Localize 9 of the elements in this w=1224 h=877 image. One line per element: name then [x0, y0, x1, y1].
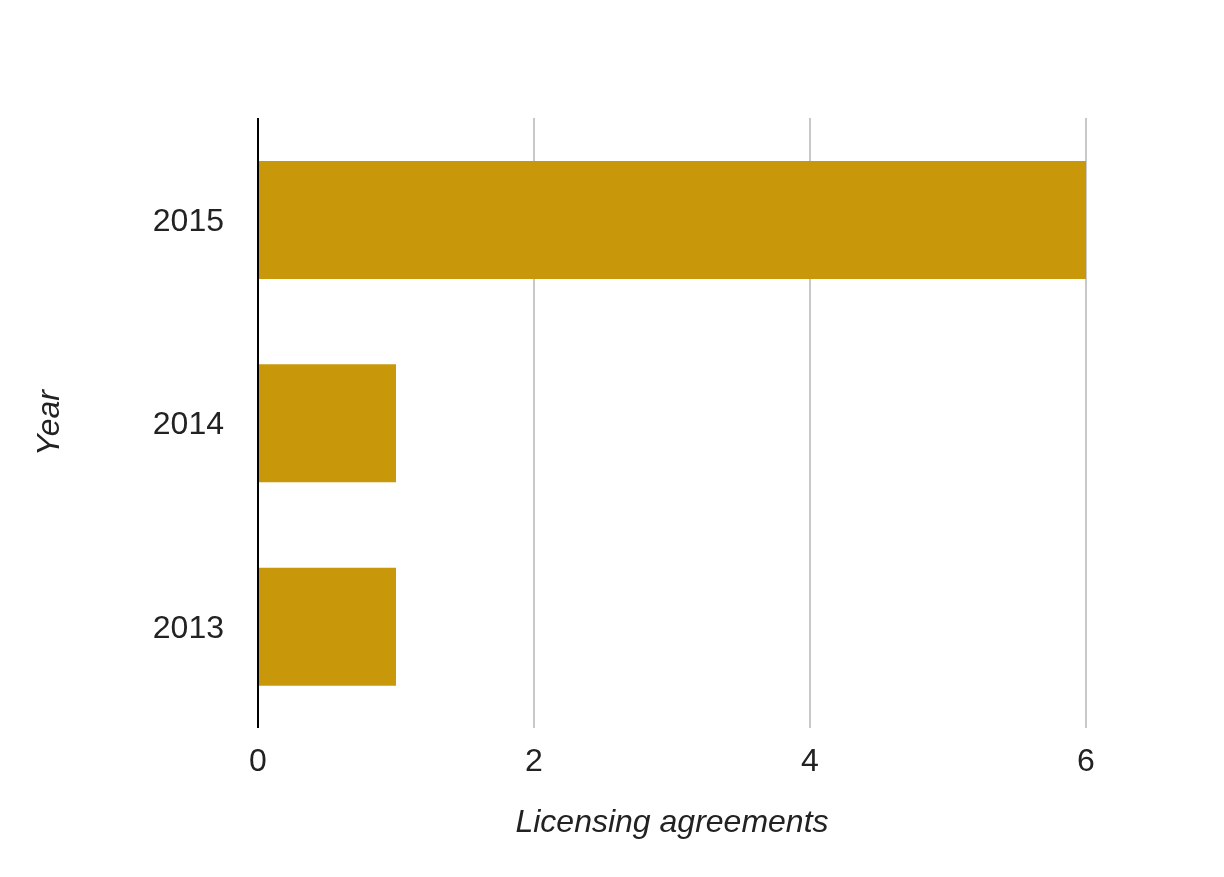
y-tick-label: 2015 [152, 202, 224, 239]
x-tick-label: 6 [1077, 741, 1095, 778]
x-tick-label: 2 [525, 741, 543, 778]
y-tick-label: 2013 [152, 608, 224, 645]
x-tick-label: 0 [249, 741, 267, 778]
y-axis-title: Year [30, 388, 67, 456]
x-tick-label: 4 [801, 741, 819, 778]
x-axis-title: Licensing agreements [515, 803, 829, 839]
y-tick-label: 2014 [152, 405, 224, 442]
